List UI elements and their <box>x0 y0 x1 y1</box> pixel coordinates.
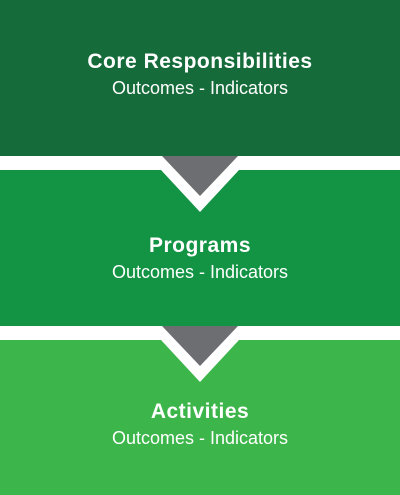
activities-label: Activities Outcomes - Indicators <box>0 398 400 450</box>
level-title: Activities <box>150 400 250 423</box>
down-arrow-2 <box>148 326 252 382</box>
level-subtitle: Outcomes - Indicators <box>111 428 289 448</box>
level-title: Core Responsibilities <box>87 50 313 73</box>
down-arrow-1 <box>148 156 252 212</box>
core-responsibilities-band <box>0 0 400 156</box>
core-responsibilities-label: Core Responsibilities Outcomes - Indicat… <box>0 48 400 100</box>
level-subtitle: Outcomes - Indicators <box>111 78 289 98</box>
level-title: Programs <box>148 234 252 257</box>
level-subtitle: Outcomes - Indicators <box>111 262 289 282</box>
programs-label: Programs Outcomes - Indicators <box>0 232 400 284</box>
